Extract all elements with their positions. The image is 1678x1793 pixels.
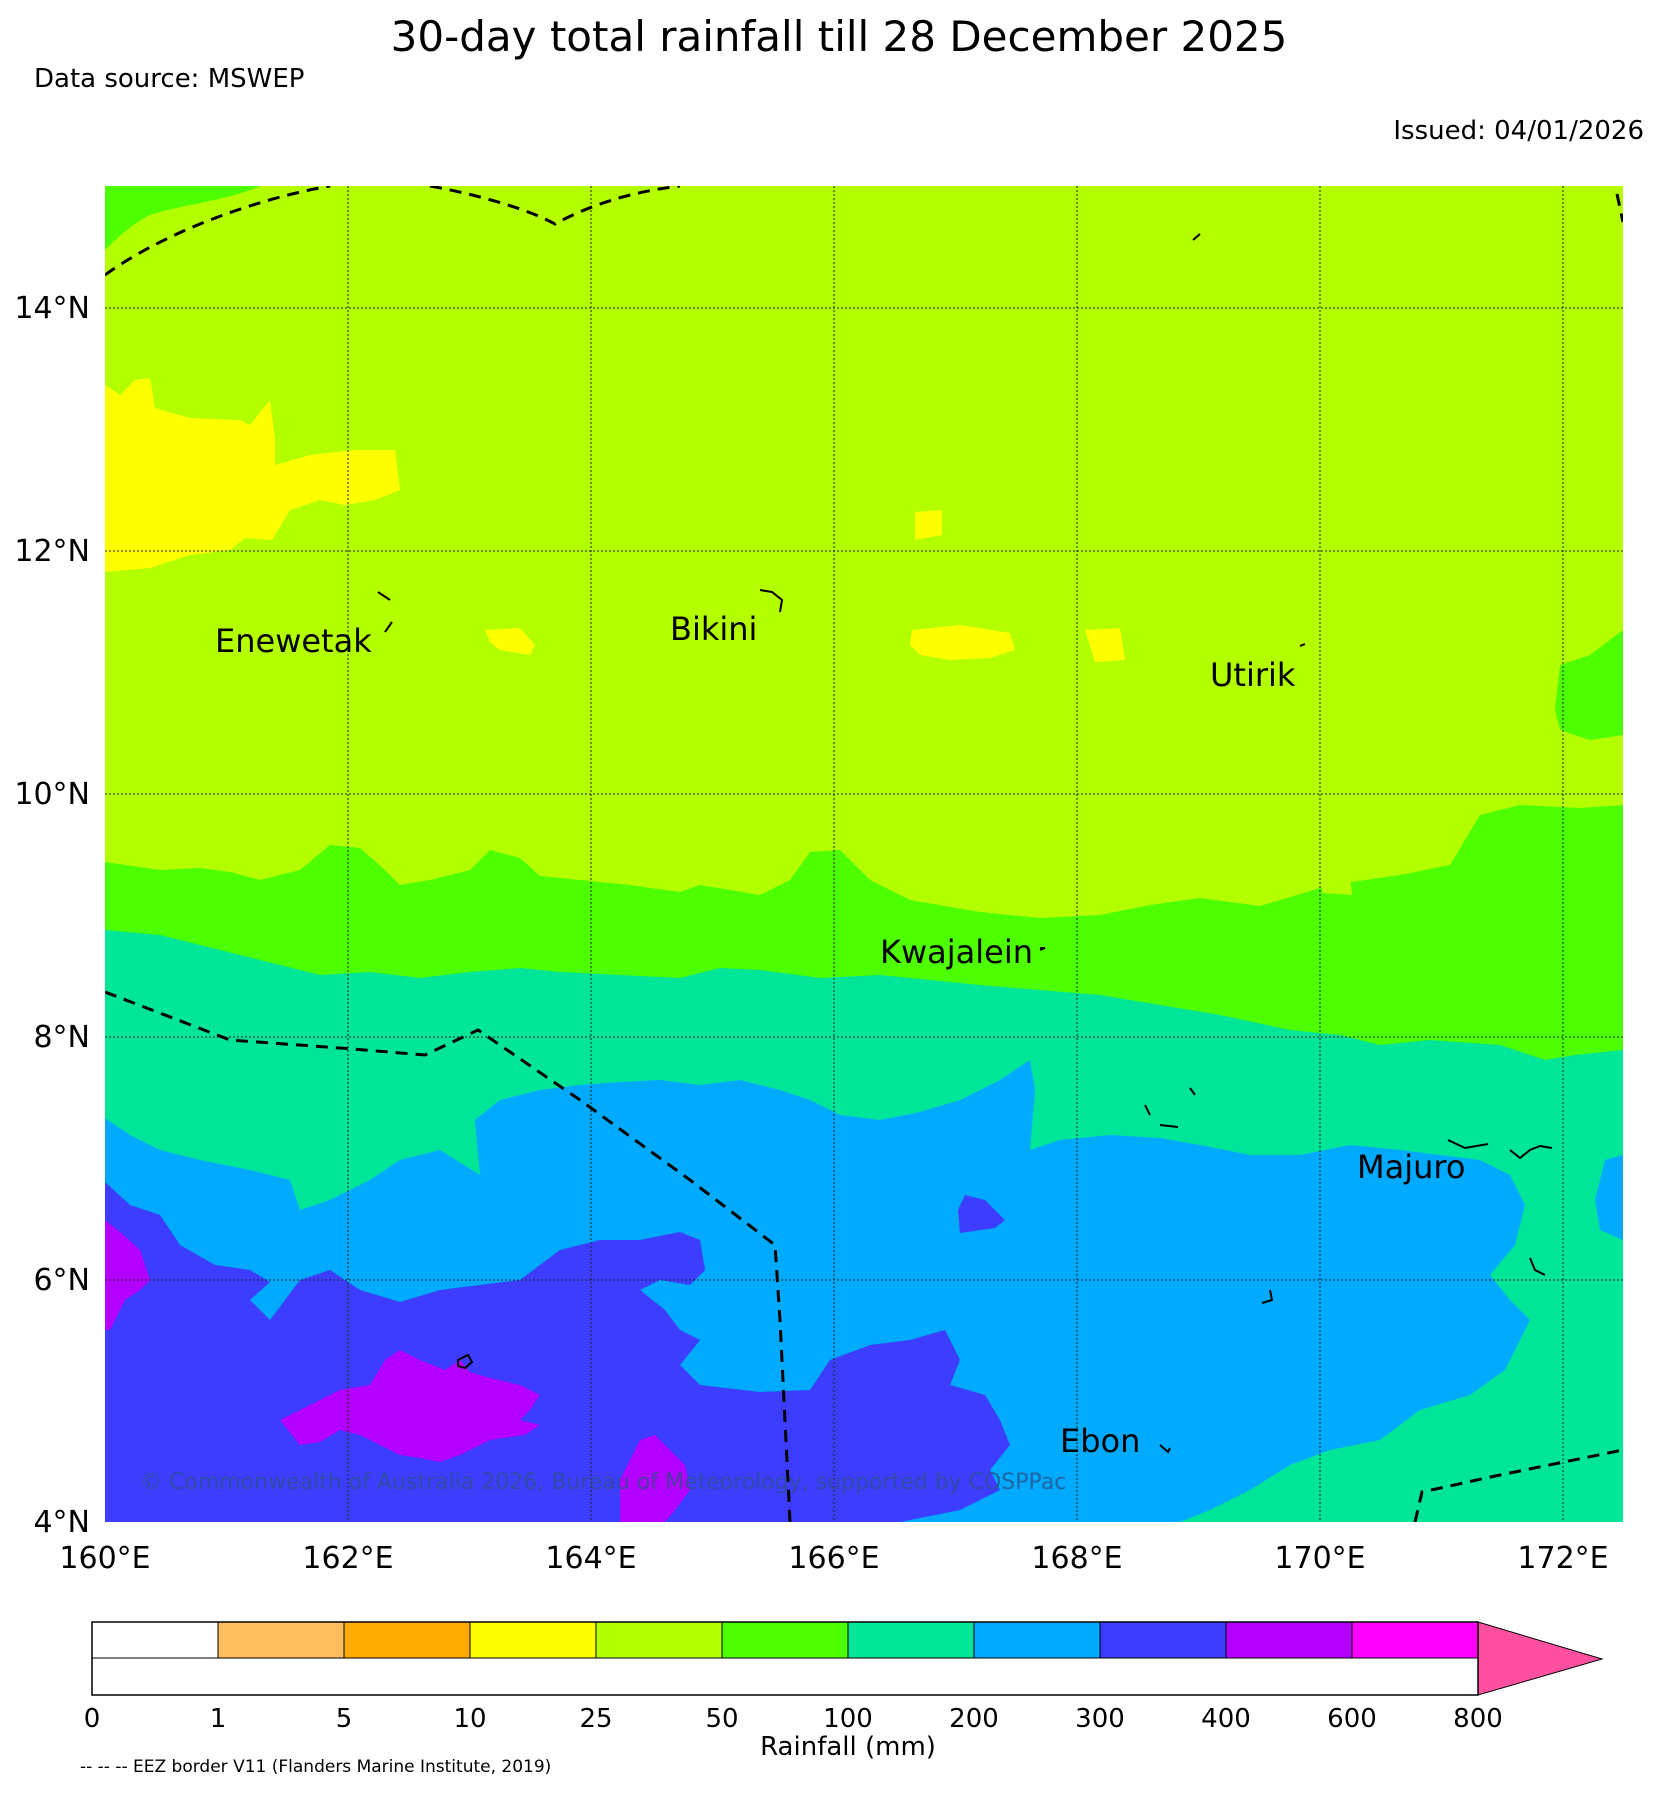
- rain-zone-200-300-east: [1595, 1155, 1623, 1240]
- colorbar-tick: 400: [1201, 1704, 1251, 1734]
- colorbar-tick: 1: [210, 1704, 227, 1734]
- colorbar-bin: [847, 1621, 975, 1659]
- page-title: 30-day total rainfall till 28 December 2…: [390, 12, 1288, 61]
- rain-zone-10-25-a: [485, 628, 535, 655]
- colorbar-bin: [469, 1621, 597, 1659]
- longitude-labels: 160°E 162°E 164°E 166°E 168°E 170°E 172°…: [59, 1541, 1608, 1576]
- colorbar-tick: 50: [705, 1704, 738, 1734]
- colorbar-tick: 10: [453, 1704, 486, 1734]
- colorbar-tick: 5: [336, 1704, 353, 1734]
- place-label-majuro: Majuro: [1357, 1148, 1465, 1186]
- rain-zone-400-600-center: [280, 1350, 540, 1462]
- rain-zone-50-100-east: [1555, 630, 1623, 740]
- lon-label: 166°E: [788, 1541, 879, 1576]
- latitude-labels: 14°N 12°N 10°N 8°N 6°N 4°N: [14, 291, 90, 1540]
- eez-border-note: -- -- -- EEZ border V11 (Flanders Marine…: [80, 1757, 552, 1777]
- colorbar-tick: 0: [84, 1704, 101, 1734]
- colorbar-tick: 600: [1327, 1704, 1377, 1734]
- rain-zone-400-600-south: [620, 1435, 690, 1522]
- rain-zone-10-25-west: [105, 378, 400, 572]
- place-label-utirik: Utirik: [1210, 656, 1296, 694]
- colorbar-bin: [1099, 1621, 1227, 1659]
- colorbar-bin: [91, 1621, 219, 1659]
- colorbar-bin: [343, 1621, 471, 1659]
- lon-label: 164°E: [545, 1541, 636, 1576]
- colorbar-title: Rainfall (mm): [760, 1732, 936, 1762]
- rain-zone-300-400-isle: [958, 1195, 1005, 1233]
- lat-label: 10°N: [14, 777, 90, 812]
- issued-date-label: Issued: 04/01/2026: [1393, 116, 1644, 146]
- colorbar-extend-arrow: [1477, 1621, 1604, 1696]
- lon-label: 170°E: [1274, 1541, 1365, 1576]
- colorbar-bin: [721, 1621, 849, 1659]
- colorbar-tick: 200: [949, 1704, 999, 1734]
- colorbar-bin: [1225, 1621, 1353, 1659]
- colorbar-tick: 300: [1075, 1704, 1125, 1734]
- colorbar-bin: [973, 1621, 1101, 1659]
- place-label-bikini: Bikini: [670, 610, 757, 648]
- lat-label: 14°N: [14, 291, 90, 326]
- lat-label: 6°N: [33, 1263, 90, 1298]
- lon-label: 160°E: [59, 1541, 150, 1576]
- colorbar-bin: [595, 1621, 723, 1659]
- colorbar-tick: 25: [579, 1704, 612, 1734]
- data-source-label: Data source: MSWEP: [34, 64, 305, 94]
- colorbar-frame: [91, 1621, 1479, 1696]
- lon-label: 172°E: [1517, 1541, 1608, 1576]
- copyright-notice: © Commonwealth of Australia 2026, Bureau…: [140, 1470, 1066, 1495]
- rain-zone-300-400: [105, 1182, 1010, 1522]
- eez-border: [105, 186, 1623, 1522]
- map-plot-area: [105, 186, 1623, 1522]
- rain-zone-25-50-islet: [1322, 873, 1352, 895]
- place-label-kwajalein: Kwajalein: [880, 933, 1033, 971]
- rain-zone-10-25-b: [910, 625, 1015, 660]
- lon-label: 162°E: [302, 1541, 393, 1576]
- colorbar-tick: 800: [1453, 1704, 1503, 1734]
- colorbar-tick: 100: [823, 1704, 873, 1734]
- rain-zone-10-25-c: [1085, 628, 1125, 662]
- lat-label: 12°N: [14, 534, 90, 569]
- lon-label: 168°E: [1031, 1541, 1122, 1576]
- place-labels: Enewetak Bikini Utirik Kwajalein Majuro …: [215, 610, 1465, 1460]
- place-label-ebon: Ebon: [1060, 1422, 1140, 1460]
- lat-label: 8°N: [33, 1020, 90, 1055]
- place-label-enewetak: Enewetak: [215, 622, 372, 660]
- colorbar-bin: [1351, 1621, 1479, 1659]
- lat-label: 4°N: [33, 1505, 90, 1540]
- graticule: [105, 186, 1623, 1522]
- rain-zone-10-25-d: [915, 510, 942, 540]
- rain-zone-400-600-west: [105, 1220, 150, 1330]
- colorbar-bin: [217, 1621, 345, 1659]
- colorbar: 0 1 5 10 25 50 100 200 300 400 600 800 R…: [84, 1621, 1604, 1762]
- rain-zone-50-100-topleft: [105, 186, 260, 250]
- atoll-outlines: [377, 233, 1553, 1454]
